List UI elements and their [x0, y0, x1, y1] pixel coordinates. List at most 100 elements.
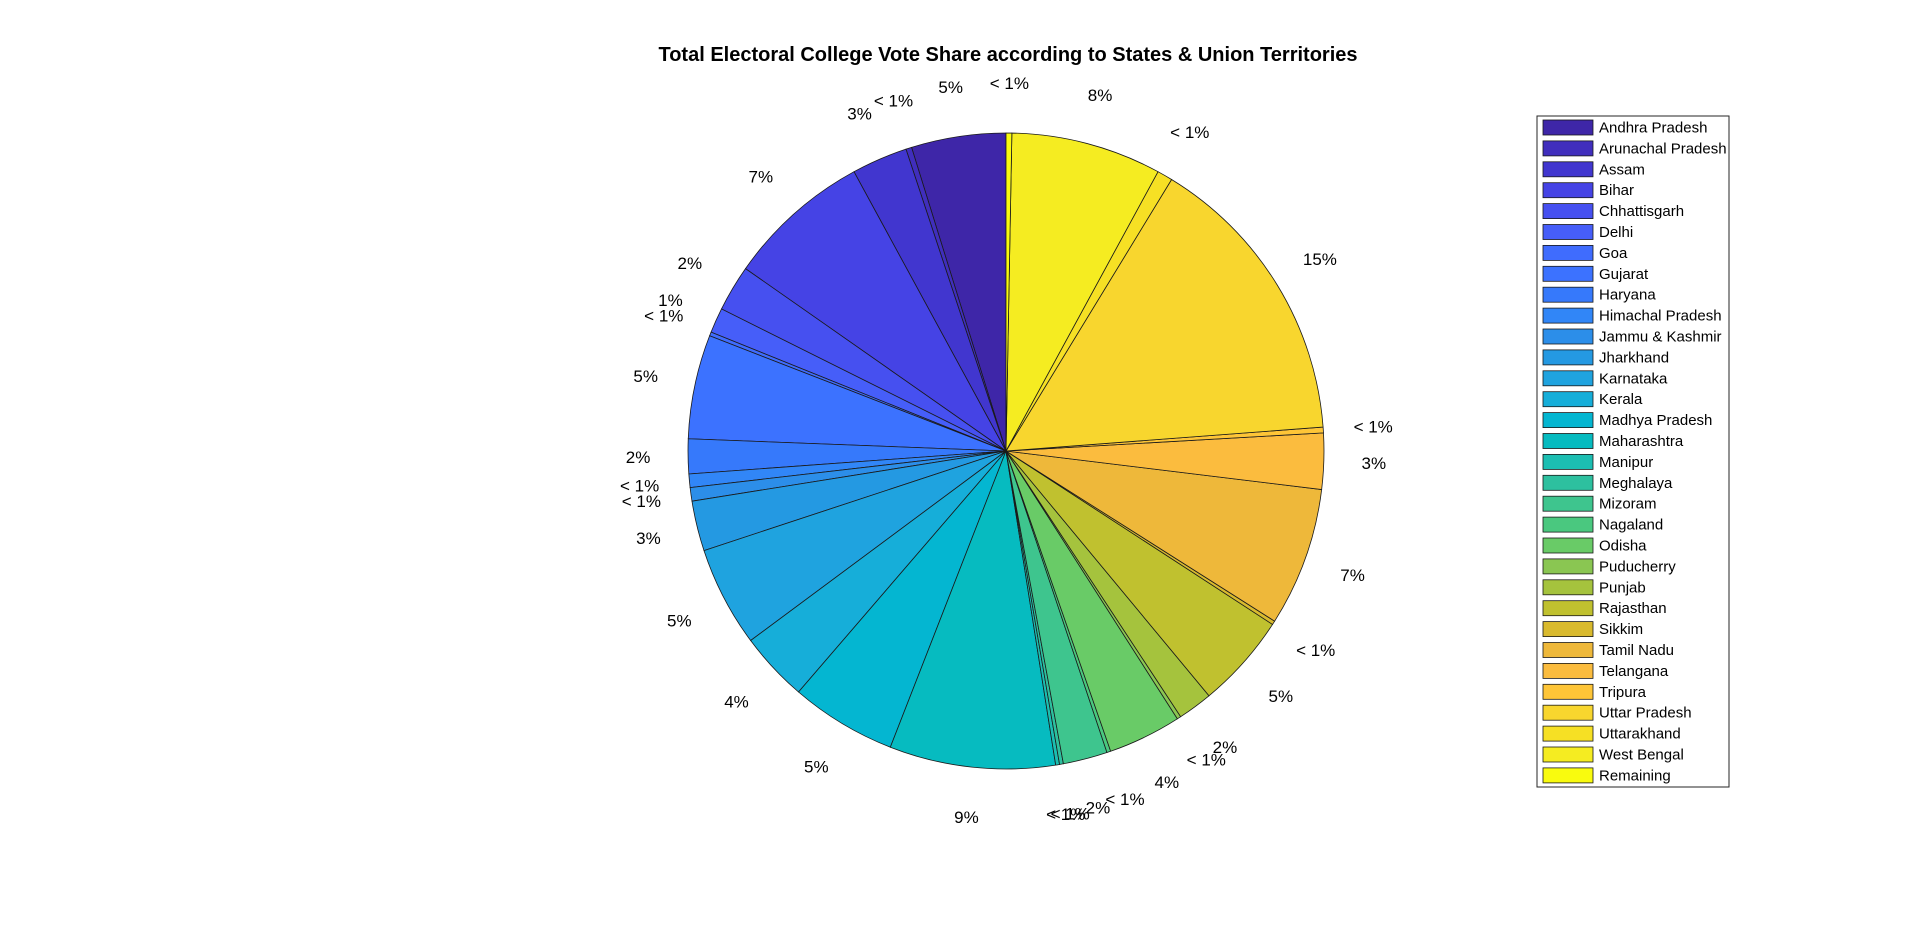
pie-slice: [1005, 450, 1323, 622]
legend-label: Jammu & Kashmir: [1599, 329, 1722, 346]
legend-swatch: [1542, 244, 1594, 261]
legend-swatch: [1542, 725, 1594, 742]
slice-percent-label: 2%: [626, 448, 651, 467]
legend-swatch: [1542, 621, 1594, 637]
legend-label: Manipur: [1599, 454, 1653, 471]
legend-swatch: [1542, 265, 1594, 282]
slice-percent-label: 8%: [1088, 86, 1113, 105]
legend-label: Haryana: [1599, 287, 1656, 304]
slice-percent-label: 4%: [1155, 773, 1180, 792]
legend-swatch: [1542, 286, 1594, 303]
legend-swatch: [1542, 328, 1594, 345]
legend-label: Delhi: [1599, 224, 1633, 241]
legend-swatch: [1542, 119, 1594, 136]
slice-percent-label: 7%: [1340, 566, 1365, 585]
legend-label: Goa: [1599, 245, 1628, 262]
legend-label: Kerala: [1599, 391, 1643, 408]
legend-swatch: [1542, 349, 1594, 366]
slice-percent-label: 5%: [804, 757, 829, 776]
slice-percent-label: < 1%: [644, 307, 683, 326]
legend-swatch: [1542, 370, 1594, 387]
legend-swatch: [1542, 140, 1594, 157]
legend-label: Assam: [1599, 161, 1645, 178]
legend-label: Maharashtra: [1599, 433, 1684, 450]
legend-label: Nagaland: [1599, 517, 1663, 534]
slice-percent-label: 7%: [749, 168, 774, 187]
slice-percent-label: < 1%: [990, 74, 1029, 93]
legend-swatch: [1542, 516, 1594, 533]
legend-swatch: [1542, 203, 1594, 220]
slice-percent-label: 5%: [938, 78, 963, 97]
legend-swatch: [1542, 746, 1594, 763]
slice-percent-label: < 1%: [1170, 123, 1209, 142]
legend-label: Tamil Nadu: [1599, 642, 1674, 659]
legend-label: Arunachal Pradesh: [1599, 140, 1727, 157]
legend-label: Meghalaya: [1599, 475, 1673, 492]
legend-swatch: [1542, 224, 1594, 240]
slice-percent-label: < 1%: [620, 477, 659, 496]
slice-percent-label: 4%: [724, 693, 749, 712]
legend-label: Karnataka: [1599, 370, 1668, 387]
slice-percent-label: 5%: [667, 611, 692, 630]
slice-percent-label: 15%: [1303, 250, 1337, 269]
chart-legend: Andhra Pradesh Arunachal Pradesh Assam Biha…: [1536, 115, 1730, 788]
pie-slice: [744, 171, 1007, 452]
chart-title: Total Electoral College Vote Share accor…: [658, 44, 1357, 66]
legend-swatch: [1542, 767, 1594, 784]
legend-swatch: [1542, 683, 1594, 700]
legend-swatch: [1542, 433, 1594, 449]
legend-label: Madhya Pradesh: [1599, 412, 1712, 429]
pie-slice-labels: 5%< 1%3%7%2%1%< 1%5%2%< 1%< 1%3%5%4%5%9%…: [620, 74, 1393, 827]
legend-swatch: [1542, 307, 1594, 324]
legend-swatch: [1542, 537, 1594, 554]
legend-swatch: [1542, 182, 1594, 199]
legend-swatch: [1542, 558, 1594, 575]
legend-label: Mizoram: [1599, 496, 1657, 513]
legend-label: Chhattisgarh: [1599, 203, 1684, 220]
legend-label: Rajasthan: [1599, 600, 1667, 617]
legend-label: Sikkim: [1599, 621, 1643, 638]
slice-percent-label: 3%: [1362, 454, 1387, 473]
slice-percent-label: < 1%: [1046, 805, 1085, 824]
legend-label: Remaining: [1599, 767, 1671, 784]
legend-label: Tripura: [1599, 684, 1647, 701]
legend-label: Puducherry: [1599, 558, 1676, 575]
pie-slice: [1005, 132, 1013, 452]
slice-percent-label: 2%: [1086, 798, 1111, 817]
slice-percent-label: < 1%: [622, 492, 661, 511]
legend-swatch: [1542, 663, 1594, 679]
pie-slice: [1005, 132, 1159, 452]
legend-swatch: [1542, 495, 1594, 512]
legend-swatch: [1542, 579, 1594, 596]
slice-percent-label: < 1%: [1105, 790, 1144, 809]
slice-percent-label: < 1%: [1187, 751, 1226, 770]
pie-slice: [1005, 178, 1324, 452]
legend-label: Telangana: [1599, 663, 1669, 680]
legend-label: Uttar Pradesh: [1599, 705, 1692, 722]
legend-label: Jharkhand: [1599, 349, 1669, 366]
legend-swatch: [1542, 704, 1594, 721]
legend-swatch: [1542, 391, 1594, 408]
legend-label: West Bengal: [1599, 747, 1684, 764]
legend-label: Odisha: [1599, 538, 1647, 555]
pie-slice: [889, 449, 1057, 770]
slice-percent-label: 3%: [847, 104, 872, 123]
slice-percent-label: 3%: [636, 529, 661, 548]
slice-percent-label: 2%: [678, 254, 703, 273]
slice-percent-label: 5%: [1269, 687, 1294, 706]
legend-label: Himachal Pradesh: [1599, 308, 1722, 325]
legend-label: Bihar: [1599, 182, 1634, 199]
slice-percent-label: < 1%: [1354, 418, 1393, 437]
slice-percent-label: 2%: [1213, 738, 1238, 757]
slice-percent-label: 1%: [658, 291, 683, 310]
slice-percent-label: < 1%: [1296, 641, 1335, 660]
slice-percent-label: < 1%: [1051, 804, 1090, 823]
slice-percent-label: 9%: [954, 808, 979, 827]
pie-slices: [687, 132, 1325, 770]
legend-swatch: [1542, 642, 1594, 658]
legend-swatch: [1542, 474, 1594, 491]
legend-label: Punjab: [1599, 579, 1646, 596]
legend-label: Uttarakhand: [1599, 726, 1681, 743]
